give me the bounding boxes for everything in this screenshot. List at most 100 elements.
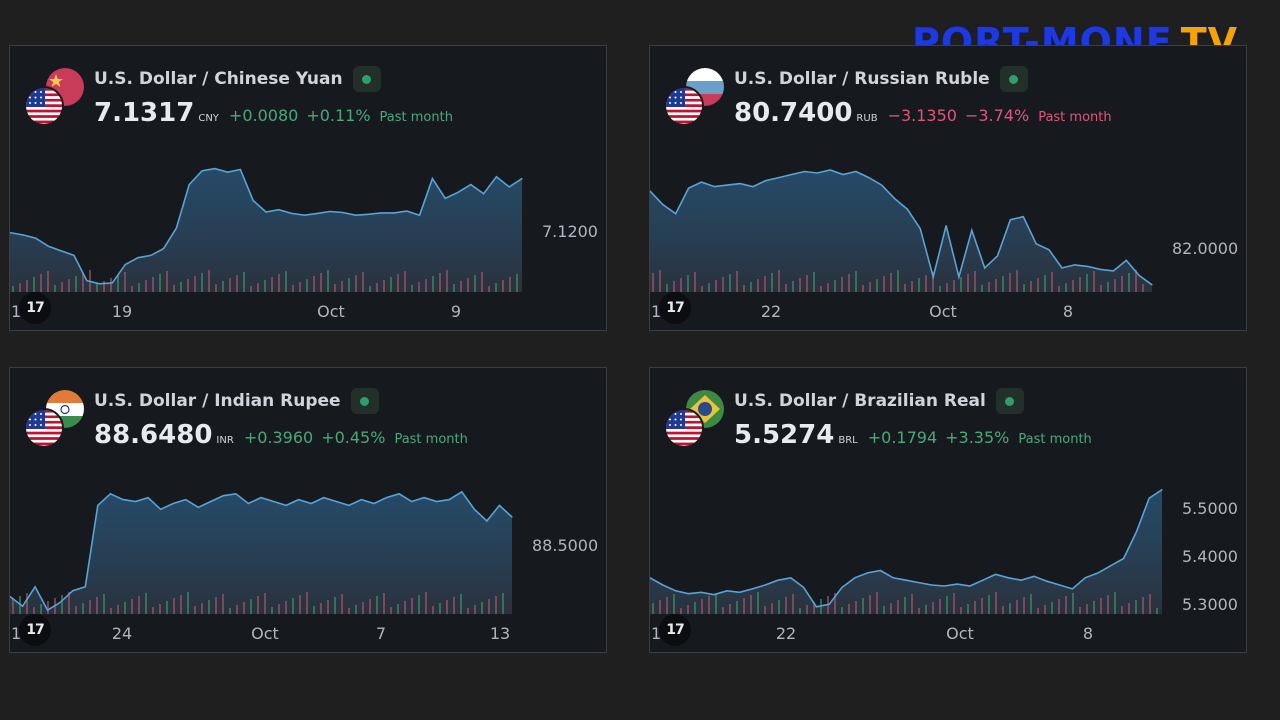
- volume-bar: [306, 592, 308, 614]
- volume-bar: [841, 277, 843, 292]
- volume-bar: [1156, 608, 1158, 614]
- data-point: [1022, 216, 1024, 218]
- price-change-percent: +3.35%: [945, 428, 1010, 447]
- volume-bar: [967, 604, 969, 614]
- volume-bar: [799, 608, 801, 614]
- volume-bar: [1107, 282, 1109, 292]
- tradingview-logo-icon[interactable]: 17: [19, 292, 51, 324]
- data-point: [470, 184, 472, 186]
- price-chart[interactable]: [650, 368, 1247, 653]
- pair-title[interactable]: U.S. Dollar / Chinese Yuan: [94, 69, 343, 89]
- volume-bar: [932, 272, 934, 292]
- data-point: [310, 502, 312, 505]
- tradingview-logo-icon[interactable]: 17: [19, 614, 51, 646]
- volume-bar: [264, 280, 266, 292]
- volume-bar: [1058, 286, 1060, 292]
- pair-title[interactable]: U.S. Dollar / Russian Ruble: [734, 69, 990, 89]
- volume-bar: [82, 603, 84, 614]
- chart-card[interactable]: U.S. Dollar / Brazilian Real 5.5274 BRL +0.…: [649, 367, 1247, 653]
- data-point: [265, 211, 267, 213]
- flag-us-icon: [24, 86, 64, 126]
- data-point: [803, 170, 806, 173]
- volume-bar: [848, 274, 850, 292]
- pair-title[interactable]: U.S. Dollar / Brazilian Real: [734, 391, 986, 411]
- volume-bar: [453, 597, 455, 614]
- volume-bar: [869, 282, 871, 292]
- price-change-percent: +0.45%: [321, 428, 386, 447]
- volume-bar: [19, 283, 21, 292]
- volume-bar: [694, 602, 696, 614]
- volume-bar: [925, 605, 927, 614]
- volume-bar: [425, 592, 427, 614]
- volume-bar: [722, 277, 724, 292]
- data-point: [841, 586, 843, 588]
- volume-bar: [1016, 600, 1018, 614]
- tradingview-logo-icon[interactable]: 17: [659, 614, 691, 646]
- status-dot-icon: [1005, 396, 1015, 406]
- volume-bar: [778, 600, 780, 614]
- volume-bar: [215, 597, 217, 614]
- chart-card[interactable]: U.S. Dollar / Chinese Yuan 7.1317 CNY +0.00…: [9, 45, 607, 331]
- data-point: [1046, 580, 1048, 582]
- chart-card[interactable]: U.S. Dollar / Russian Ruble 80.7400 RUB −3.…: [649, 45, 1247, 331]
- data-point: [803, 586, 805, 588]
- pair-title[interactable]: U.S. Dollar / Indian Rupee: [94, 391, 341, 411]
- volume-bar: [432, 606, 434, 614]
- volume-bar: [327, 270, 329, 292]
- volume-bar: [1072, 280, 1074, 292]
- volume-bar: [932, 602, 934, 614]
- data-point: [931, 584, 933, 586]
- volume-bar: [117, 275, 119, 292]
- volume-bar: [862, 285, 864, 292]
- volume-bar: [1037, 608, 1039, 614]
- data-point: [222, 495, 224, 497]
- title-row: U.S. Dollar / Brazilian Real: [734, 388, 1024, 414]
- chart-card[interactable]: U.S. Dollar / Indian Rupee 88.6480 INR +0.3…: [9, 367, 607, 653]
- data-point: [945, 225, 947, 227]
- volume-bar: [110, 278, 112, 292]
- volume-bar: [131, 599, 133, 614]
- data-point: [829, 169, 831, 171]
- currency-flags: [24, 68, 84, 128]
- volume-bar: [362, 272, 364, 292]
- volume-bar: [855, 271, 857, 292]
- data-point: [495, 176, 497, 178]
- data-point: [842, 173, 844, 176]
- volume-bar: [264, 593, 266, 614]
- volume-bar: [939, 286, 941, 292]
- title-row: U.S. Dollar / Russian Ruble: [734, 66, 1028, 92]
- volume-bar: [953, 280, 955, 292]
- volume-bar: [750, 282, 752, 292]
- volume-bar: [1079, 277, 1081, 292]
- price-chart[interactable]: [650, 46, 1247, 331]
- volume-bar: [299, 595, 301, 614]
- volume-bar: [764, 276, 766, 292]
- volume-bar: [1135, 270, 1137, 292]
- currency-code: RUB: [856, 113, 878, 124]
- data-point: [739, 183, 741, 185]
- data-point: [662, 584, 664, 586]
- data-point: [1087, 265, 1089, 267]
- data-point: [816, 172, 818, 174]
- data-point: [1033, 575, 1035, 577]
- data-point: [111, 282, 113, 284]
- volume-bar: [12, 286, 14, 292]
- data-point: [726, 590, 728, 592]
- volume-bar: [33, 607, 35, 614]
- data-point: [1071, 588, 1073, 590]
- price-chart[interactable]: [10, 368, 607, 653]
- x-tick-label: 9: [450, 302, 462, 321]
- volume-bar: [729, 274, 731, 292]
- price-chart[interactable]: [10, 46, 607, 331]
- volume-bar: [827, 283, 829, 292]
- volume-bar: [460, 281, 462, 292]
- data-point: [854, 577, 856, 579]
- data-point: [73, 254, 75, 256]
- data-point: [687, 593, 689, 595]
- tradingview-logo-icon[interactable]: 17: [659, 292, 691, 324]
- volume-bar: [1044, 605, 1046, 614]
- volume-bar: [1037, 278, 1039, 292]
- volume-bar: [988, 282, 990, 292]
- volume-bar: [145, 593, 147, 614]
- volume-bar: [848, 604, 850, 614]
